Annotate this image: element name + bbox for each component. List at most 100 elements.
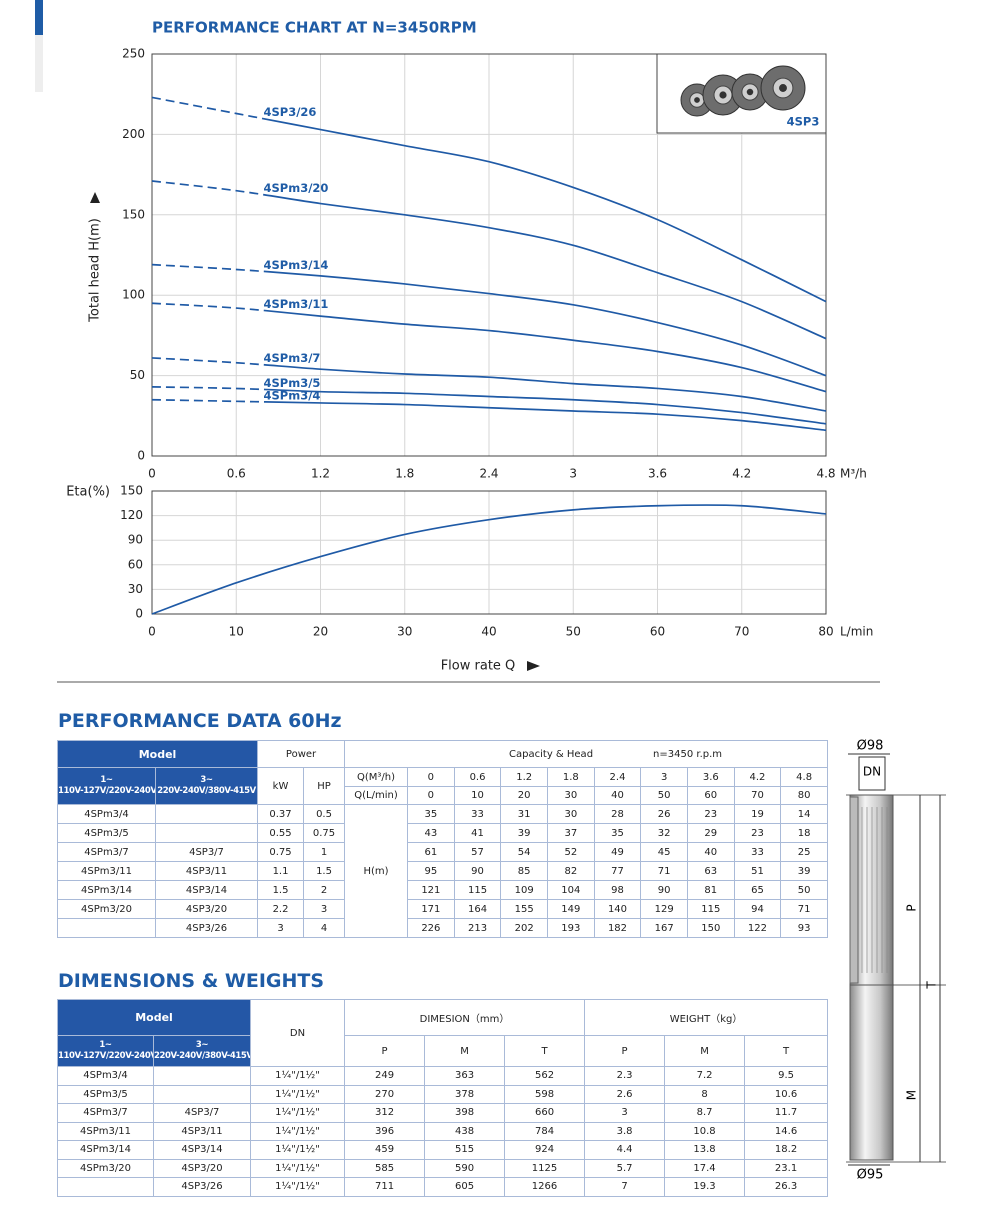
head-cell: 193: [547, 918, 595, 938]
header-cell: P: [344, 1035, 426, 1067]
table-row: 4SP3/26 3 4 226 213 202 193 182 167 150 122 93: [57, 918, 828, 938]
head-cell: 171: [407, 899, 455, 919]
dim-label: T: [925, 981, 939, 990]
head-cell: 23: [686, 804, 735, 824]
x-axis-label: Flow rate Q: [441, 659, 516, 674]
plot-frame: [151, 490, 827, 615]
series-line: [151, 504, 827, 615]
y-tick-label: 60: [128, 557, 143, 571]
model-cell: [57, 1177, 154, 1197]
header-cell: 60: [686, 786, 735, 805]
dim-label: P: [905, 904, 919, 911]
header-cell: Model: [56, 740, 259, 768]
head-cell: 104: [547, 880, 595, 900]
y-tick-label: 90: [128, 533, 143, 547]
y-tick-label: 150: [120, 484, 143, 498]
weight-cell: 10.6: [744, 1084, 829, 1104]
header-cell: P: [584, 1035, 666, 1067]
weight-cell: 7: [584, 1177, 666, 1197]
header-cell: Capacity & Head n=3450 r.p.m: [344, 740, 828, 768]
dimension-cell: 270: [344, 1084, 426, 1104]
power-cell: 0.37: [257, 804, 305, 824]
header-cell: WEIGHT（kg）: [584, 999, 829, 1036]
model-cell: [154, 804, 259, 824]
header-cell: Power: [257, 740, 346, 768]
header-cell: 0: [407, 786, 455, 805]
table-row: 4SPm3/14 4SP3/14 1¼"/1½" 459 515 924 4.4 13.8 18…: [57, 1140, 829, 1160]
power-cell: 2: [303, 880, 346, 900]
head-cell: 77: [593, 861, 642, 881]
weight-cell: 23.1: [744, 1158, 829, 1178]
model-cell: 4SP3/14: [154, 880, 259, 900]
impeller-eye: [694, 97, 700, 103]
y-tick-label: 30: [128, 582, 143, 596]
dn-cell: 1¼"/1½": [250, 1177, 346, 1197]
model-cell: [152, 1084, 252, 1104]
power-cell: 0.55: [257, 823, 305, 843]
corner-bar: [35, 0, 43, 35]
dn-cell: 1¼"/1½": [250, 1158, 346, 1178]
series-label: 4SPm3/14: [264, 258, 329, 272]
inset-label: 4SP3: [787, 115, 820, 129]
cable-guard: [849, 796, 859, 984]
y-tick-label: 0: [137, 449, 145, 463]
weight-cell: 2.3: [584, 1066, 666, 1086]
model-cell: 4SPm3/14: [57, 1140, 154, 1160]
model-voltage: 110V-127V/220V-240V: [58, 1051, 154, 1061]
dimension-cell: 585: [344, 1158, 426, 1178]
dn-cell: 1¼"/1½": [250, 1066, 346, 1086]
model-cell: 4SPm3/20: [57, 899, 156, 919]
head-cell: 54: [500, 842, 548, 862]
series-label: 4SPm3/7: [264, 351, 321, 365]
dimension-cell: 438: [424, 1121, 506, 1141]
table-row: 1~ 110V-127V/220V-240V 3~ 220V-240V/380V-41…: [57, 1035, 829, 1067]
header-cell: DN: [250, 999, 346, 1067]
dimension-cell: 1125: [504, 1158, 586, 1178]
head-cell: 57: [453, 842, 502, 862]
table-row: 4SPm3/4 1¼"/1½" 249 363 562 2.3 7.2 9.5: [57, 1066, 829, 1086]
header-cell: 4.8: [780, 767, 828, 787]
series-label: 4SPm3/4: [264, 388, 321, 402]
head-cell: 39: [780, 861, 828, 881]
model-cell: [57, 918, 156, 938]
dimension-cell: 598: [504, 1084, 586, 1104]
power-cell: 1: [303, 842, 346, 862]
header-cell: 80: [780, 786, 828, 805]
model-cell: 4SPm3/14: [57, 880, 156, 900]
head-cell: 82: [547, 861, 595, 881]
weight-cell: 13.8: [664, 1140, 746, 1160]
x-tick-label: 40: [481, 625, 496, 639]
head-cell: 45: [640, 842, 688, 862]
weight-cell: 7.2: [664, 1066, 746, 1086]
y-tick-label: 50: [130, 368, 145, 382]
x-tick-label: 0.6: [227, 467, 246, 481]
table-row: 4SPm3/11 4SP3/11 1.1 1.5 95 90 85 82 77 71 63 51 39: [57, 861, 828, 881]
model-cell: 4SPm3/11: [57, 1121, 154, 1141]
y-tick-label: 250: [122, 47, 145, 61]
header-cell: Q(M³/h): [344, 767, 409, 787]
head-cell: 167: [640, 918, 688, 938]
head-cell: 81: [686, 880, 735, 900]
series-line: [151, 180, 827, 340]
model-cell: 4SP3/26: [154, 918, 259, 938]
head-cell: 52: [547, 842, 595, 862]
x-tick-label: 0: [148, 467, 156, 481]
y-axis-label: Eta(%): [66, 485, 110, 500]
model-cell: 4SPm3/11: [57, 861, 156, 881]
header-cell: 40: [593, 786, 642, 805]
header-cell: 50: [640, 786, 688, 805]
head-cell: 98: [593, 880, 642, 900]
dim-label: M: [905, 1090, 919, 1100]
head-cell: 26: [640, 804, 688, 824]
table-row: 4SP3/26 1¼"/1½" 711 605 1266 7 19.3 26.3: [57, 1177, 829, 1197]
header-cell: 3~ 220V-240V/380V-415V: [152, 1035, 252, 1067]
head-cell: 35: [407, 804, 455, 824]
header-cell: M: [664, 1035, 746, 1067]
model-cell: 4SPm3/7: [57, 1103, 154, 1123]
model-cell: 4SP3/26: [152, 1177, 252, 1197]
head-cell: 49: [593, 842, 642, 862]
model-cell: 4SPm3/4: [57, 804, 156, 824]
power-cell: 0.75: [303, 823, 346, 843]
header-cell: 1.2: [500, 767, 548, 787]
